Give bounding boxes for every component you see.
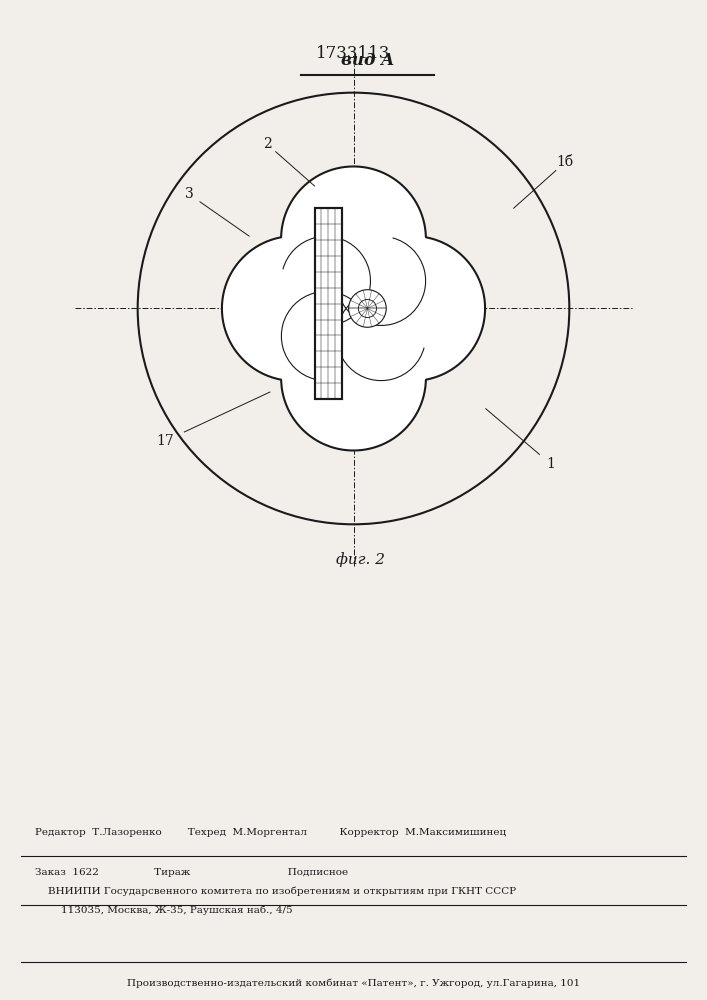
Text: Производственно-издательский комбинат «Патент», г. Ужгород, ул.Гагарина, 101: Производственно-издательский комбинат «П… bbox=[127, 978, 580, 988]
Text: фиг. 2: фиг. 2 bbox=[336, 552, 385, 567]
Text: 1733113: 1733113 bbox=[316, 45, 391, 62]
Text: ВНИИПИ Государсвенного комитета по изобретениям и открытиям при ГКНТ СССР: ВНИИПИ Государсвенного комитета по изобр… bbox=[35, 887, 517, 896]
Polygon shape bbox=[222, 166, 485, 451]
Text: вид A: вид A bbox=[341, 52, 394, 69]
Text: 1б: 1б bbox=[556, 155, 573, 169]
Text: 3: 3 bbox=[185, 187, 194, 201]
FancyBboxPatch shape bbox=[315, 208, 342, 399]
Text: 1: 1 bbox=[547, 457, 556, 471]
Text: 17: 17 bbox=[157, 434, 175, 448]
Text: 113035, Москва, Ж-35, Раушская наб., 4/5: 113035, Москва, Ж-35, Раушская наб., 4/5 bbox=[35, 906, 293, 915]
Text: Заказ  1622                 Тираж                              Подписное: Заказ 1622 Тираж Подписное bbox=[35, 868, 349, 877]
Circle shape bbox=[349, 290, 386, 327]
Text: 2: 2 bbox=[263, 137, 271, 151]
Text: Редактор  Т.Лазоренко        Техред  М.Моргентал          Корректор  М.Максимиши: Редактор Т.Лазоренко Техред М.Моргентал … bbox=[35, 828, 507, 837]
